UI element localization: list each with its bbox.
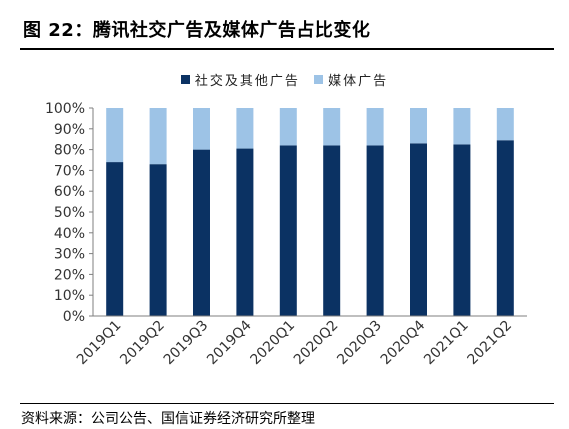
- x-tick-label: 2021Q1: [421, 318, 472, 369]
- x-tick-label: 2020Q4: [378, 317, 429, 368]
- bar-media: [279, 108, 297, 146]
- bar-social: [453, 144, 471, 316]
- source-rule: [20, 403, 554, 404]
- bar-media: [193, 108, 210, 150]
- y-tick-label: 40%: [54, 226, 85, 242]
- bar-media: [323, 108, 341, 146]
- x-tick-label: 2019Q4: [204, 317, 255, 368]
- bar-social: [236, 148, 254, 316]
- x-tick-label: 2020Q2: [291, 318, 342, 369]
- y-tick-label: 70%: [54, 163, 85, 179]
- bar-media: [453, 108, 471, 145]
- bar-social: [323, 145, 341, 316]
- bar-media: [149, 108, 167, 165]
- legend-item-media: 媒体广告: [314, 70, 388, 89]
- chart-legend: 社交及其他广告 媒体广告: [0, 70, 569, 89]
- figure-title: 图 22：腾讯社交广告及媒体广告占比变化: [23, 20, 371, 41]
- source-note: 资料来源：公司公告、国信证券经济研究所整理: [21, 411, 315, 427]
- title-rule: [20, 48, 554, 50]
- bar-social: [366, 145, 384, 316]
- legend-label-media: 媒体广告: [328, 74, 389, 89]
- bar-social: [149, 164, 167, 316]
- bar-social: [193, 149, 210, 316]
- y-tick-label: 60%: [54, 184, 85, 200]
- legend-swatch-media: [314, 75, 324, 84]
- bar-social: [410, 143, 427, 316]
- y-tick-label: 90%: [54, 122, 85, 138]
- bar-media: [106, 108, 124, 163]
- bar-social: [106, 162, 124, 316]
- x-tick-label: 2019Q1: [74, 318, 125, 369]
- stacked-bar-chart: 0%10%20%30%40%50%60%70%80%90%100%2019Q12…: [45, 101, 527, 369]
- bar-media: [496, 108, 514, 141]
- y-tick-label: 10%: [54, 288, 85, 304]
- y-tick-label: 50%: [54, 205, 85, 221]
- x-tick-label: 2019Q2: [117, 318, 168, 369]
- bar-social: [279, 145, 297, 316]
- y-tick-label: 20%: [54, 267, 85, 283]
- bar-social: [496, 140, 514, 316]
- y-tick-label: 100%: [45, 101, 85, 117]
- x-tick-label: 2021Q2: [465, 318, 516, 369]
- legend-label-social: 社交及其他广告: [194, 74, 300, 89]
- bar-media: [366, 108, 384, 146]
- y-tick-label: 30%: [54, 247, 85, 263]
- bar-media: [236, 108, 254, 149]
- y-tick-label: 80%: [54, 143, 85, 159]
- y-tick-label: 0%: [63, 309, 85, 325]
- legend-swatch-social: [180, 75, 190, 84]
- x-tick-label: 2020Q3: [334, 318, 385, 369]
- bar-media: [410, 108, 427, 144]
- x-tick-label: 2020Q1: [248, 318, 299, 369]
- x-tick-label: 2019Q3: [161, 318, 212, 369]
- legend-item-social: 社交及其他广告: [180, 70, 300, 89]
